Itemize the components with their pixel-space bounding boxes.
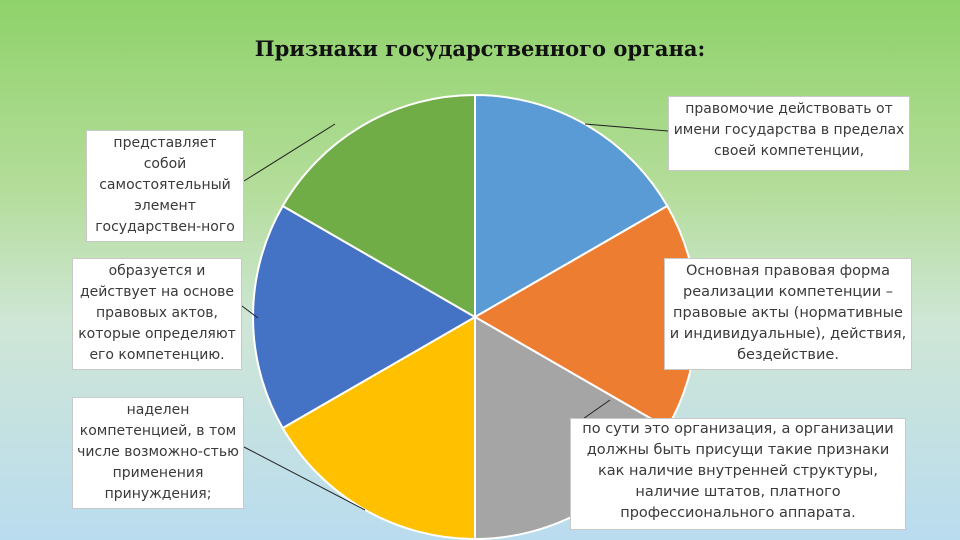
slide-title: Признаки государственного органа: bbox=[254, 36, 706, 61]
label-box-3: по сути это организация, а организации д… bbox=[570, 418, 906, 530]
label-box-4: наделен компетенцией, в том числе возмож… bbox=[72, 397, 244, 509]
label-box-6: представляет собой самостоятельный элеме… bbox=[86, 130, 244, 242]
leader-line-6 bbox=[243, 123, 336, 182]
pie-slice-6 bbox=[281, 93, 476, 319]
leader-line-1 bbox=[584, 123, 669, 132]
label-box-2: Основная правовая форма реализации компе… bbox=[664, 258, 912, 370]
label-box-5: образуется и действует на основе правовы… bbox=[72, 258, 242, 370]
leader-line-5 bbox=[241, 305, 259, 319]
leader-line-4 bbox=[243, 446, 366, 511]
pie-slice-5 bbox=[252, 204, 478, 430]
label-box-1: правомочие действовать от имени государс… bbox=[668, 96, 910, 171]
pie-slice-1 bbox=[474, 93, 669, 319]
